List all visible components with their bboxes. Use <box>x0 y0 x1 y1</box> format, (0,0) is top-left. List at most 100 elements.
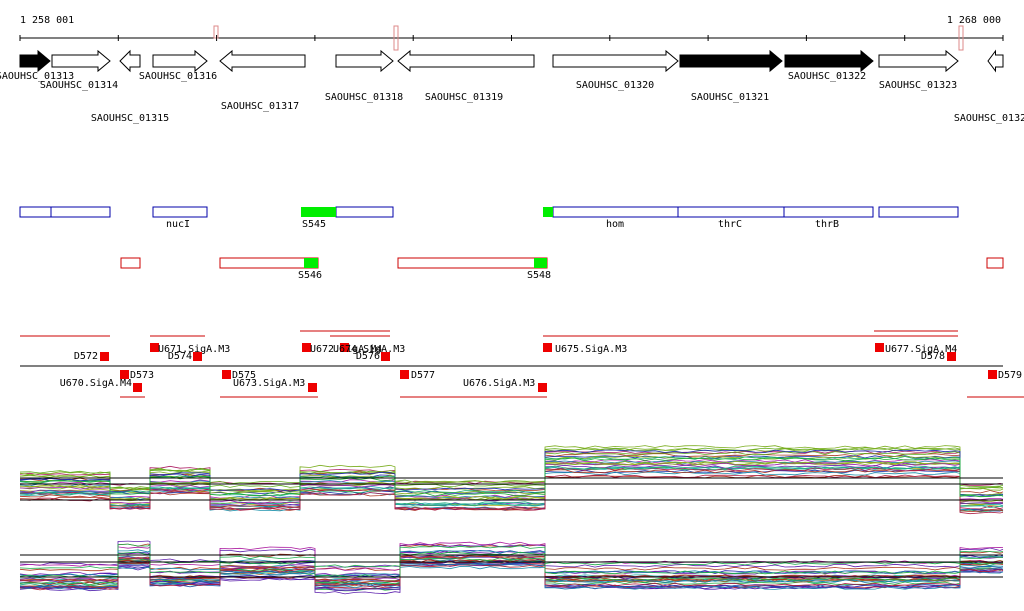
expression-line <box>19 549 1004 577</box>
site-marker <box>302 343 311 352</box>
expression-line <box>19 447 1004 493</box>
feature-label: thrC <box>718 219 742 230</box>
expression-line <box>19 445 1004 492</box>
site-marker <box>100 352 109 361</box>
feature-box <box>783 206 874 218</box>
feature-label: S545 <box>302 219 326 230</box>
feature-label: hom <box>606 219 624 230</box>
site-label: D573 <box>130 370 154 381</box>
site-label: U671.SigA.M3 <box>158 344 230 355</box>
feature-highlight <box>543 207 553 217</box>
expression-line <box>19 461 1004 503</box>
gene-arrow <box>397 49 535 73</box>
site-label: U670.SigA.M4 <box>60 378 132 389</box>
site-marker <box>193 352 202 361</box>
feature-box <box>552 206 679 218</box>
expression-line <box>19 540 1004 568</box>
site-marker <box>133 383 142 392</box>
gene-arrow <box>987 49 1004 73</box>
expression-line <box>19 551 1004 579</box>
expression-tracks <box>19 445 1004 595</box>
gene-label: SAOUHSC_01319 <box>425 92 503 103</box>
ruler-markers <box>213 25 964 51</box>
site-marker <box>400 370 409 379</box>
site-marker <box>222 370 231 379</box>
expression-line <box>19 461 1004 505</box>
expression-line <box>19 474 1004 515</box>
expression-line <box>19 469 1004 512</box>
ruler-end: 1 268 000 <box>947 15 1001 26</box>
gene-arrow <box>51 49 111 73</box>
segment-box <box>219 257 319 269</box>
expression-line <box>19 456 1004 497</box>
feature-box <box>677 206 785 218</box>
gene-label: SAOUHSC_01323 <box>879 80 957 91</box>
gene-arrow <box>784 49 874 73</box>
segment-label: S548 <box>527 270 551 281</box>
gene-label: SAOUHSC_0132 <box>954 113 1024 124</box>
gene-label: SAOUHSC_01321 <box>691 92 769 103</box>
site-label: U676.SigA.M3 <box>463 378 535 389</box>
site-marker <box>947 352 956 361</box>
site-label: U673.SigA.M3 <box>233 378 305 389</box>
gene-arrow <box>219 49 306 73</box>
gene-label: SAOUHSC_01314 <box>40 80 118 91</box>
site-label: D575 <box>232 370 256 381</box>
expression-line <box>19 566 1004 590</box>
site-label: D577 <box>411 370 435 381</box>
site-marker <box>988 370 997 379</box>
site-label: D572 <box>74 351 98 362</box>
segment-highlight <box>304 258 318 268</box>
expression-line <box>19 558 1004 586</box>
ruler-start: 1 258 001 <box>20 15 74 26</box>
feature-label: thrB <box>815 219 839 230</box>
gene-label: SAOUHSC_01322 <box>788 71 866 82</box>
feature-box <box>50 206 111 218</box>
gene-label: SAOUHSC_01317 <box>221 101 299 112</box>
segment-label: S546 <box>298 270 322 281</box>
gene-label: SAOUHSC_01313 <box>0 71 74 82</box>
segment-box <box>986 257 1004 269</box>
site-label: D576 <box>356 351 380 362</box>
site-marker <box>308 383 317 392</box>
gene-arrow <box>552 49 679 73</box>
feature-box <box>19 206 52 218</box>
expression-line <box>19 449 1004 496</box>
feature-highlight <box>301 207 336 217</box>
feature-box <box>152 206 208 218</box>
expression-line <box>19 541 1004 571</box>
expression-line <box>19 451 1004 490</box>
gene-label: SAOUHSC_01316 <box>139 71 217 82</box>
site-label: D578 <box>921 351 945 362</box>
feature-box <box>335 206 394 218</box>
expression-line <box>19 557 1004 586</box>
segment-highlight <box>534 258 547 268</box>
gene-arrow <box>679 49 783 73</box>
gene-label: SAOUHSC_01315 <box>91 113 169 124</box>
gene-arrow <box>335 49 394 73</box>
segment-box <box>397 257 548 269</box>
site-label: U677.SigA.M4 <box>885 344 957 355</box>
segment-box <box>120 257 141 269</box>
site-label: U675.SigA.M3 <box>555 344 627 355</box>
site-marker <box>875 343 884 352</box>
site-label: U674.SigA.M3 <box>333 344 405 355</box>
gene-arrow <box>119 49 141 73</box>
site-marker <box>538 383 547 392</box>
expression-line <box>19 459 1004 501</box>
gene-arrow <box>878 49 959 73</box>
expression-line <box>19 543 1004 569</box>
gene-label: SAOUHSC_01318 <box>325 92 403 103</box>
feature-label: nucI <box>166 219 190 230</box>
gene-arrow <box>152 49 208 73</box>
site-marker <box>543 343 552 352</box>
site-label: D574 <box>168 351 192 362</box>
feature-box <box>878 206 959 218</box>
expression-line <box>19 467 1004 510</box>
site-label: D579 <box>998 370 1022 381</box>
site-marker <box>340 343 349 352</box>
gene-arrow <box>19 49 51 73</box>
expression-line <box>19 465 1004 509</box>
gene-label: SAOUHSC_01320 <box>576 80 654 91</box>
